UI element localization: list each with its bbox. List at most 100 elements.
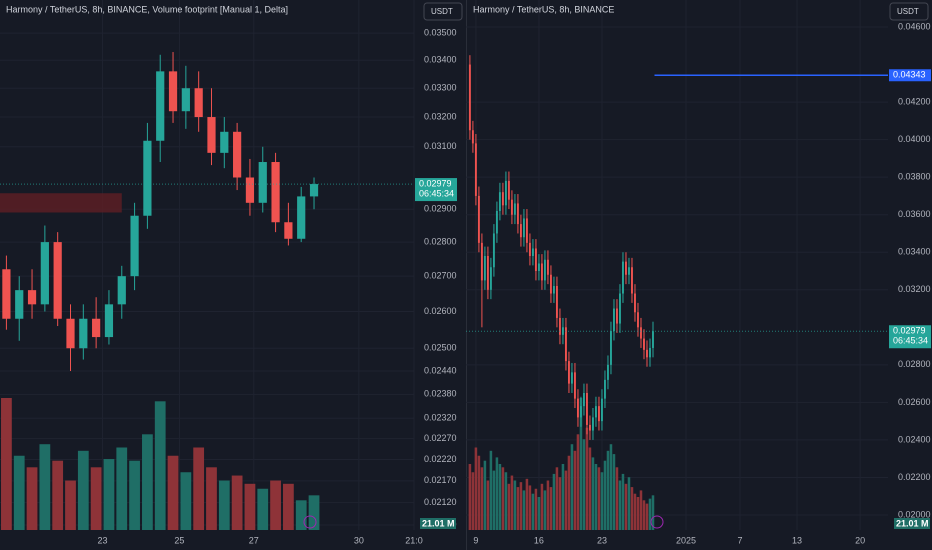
candle-body — [604, 379, 606, 399]
y-tick-label: 0.03800 — [898, 172, 931, 182]
volume-bar — [504, 472, 508, 530]
volume-bar — [600, 472, 604, 530]
candle-body — [489, 267, 492, 290]
candle-body — [297, 196, 306, 239]
volume-bar — [531, 493, 535, 530]
volume-bar — [474, 447, 478, 530]
volume-bar — [549, 487, 553, 530]
volume-bar — [231, 475, 243, 530]
volume-bar — [615, 467, 619, 530]
x-tick-label: 13 — [792, 535, 802, 545]
candle-body — [516, 203, 519, 225]
candle-body — [570, 372, 573, 384]
alert-icon[interactable] — [303, 515, 317, 529]
candle-body — [271, 162, 280, 223]
volume-bar — [588, 447, 592, 530]
volume-bar — [167, 455, 179, 530]
volume-bar — [543, 490, 547, 530]
candle-body — [522, 218, 525, 238]
y-tick-label: 0.02900 — [424, 204, 457, 214]
volume-bar — [65, 480, 76, 530]
candle-body — [27, 290, 37, 305]
y-tick-label: 0.03200 — [898, 284, 931, 294]
x-tick-label: 23 — [98, 535, 108, 545]
currency-button[interactable] — [889, 2, 929, 21]
y-tick-label: 0.02220 — [424, 454, 457, 464]
volume-label: 21.01 M — [422, 518, 455, 528]
volume-bar — [495, 457, 499, 530]
volume-bar — [582, 439, 586, 530]
candle-body — [525, 218, 528, 243]
candle-body — [640, 327, 642, 339]
volume-tag — [894, 518, 930, 529]
volume-bar — [39, 444, 51, 530]
volume-bar — [116, 447, 128, 530]
volume-bar — [13, 455, 25, 530]
candle-body — [573, 372, 576, 399]
candle-body — [591, 417, 594, 431]
volume-bar — [624, 483, 628, 530]
last-price-label: 0.02979 — [419, 178, 452, 188]
volume-bar — [561, 464, 565, 530]
volume-bar — [597, 467, 601, 530]
candle-body — [66, 318, 75, 349]
candle-body — [117, 276, 126, 305]
candle-body — [79, 318, 88, 349]
y-tick-label: 0.02400 — [898, 434, 931, 444]
volume-bar — [129, 460, 140, 530]
candle-body — [598, 406, 600, 422]
volume-bar — [308, 495, 320, 530]
volume-bar — [483, 460, 487, 530]
price-line-tag — [889, 69, 931, 82]
y-tick-label: 0.03500 — [424, 27, 457, 37]
y-tick-label: 0.03400 — [898, 247, 931, 257]
candle-body — [552, 286, 555, 294]
y-tick-label: 0.02600 — [898, 397, 931, 407]
volume-bar — [558, 477, 562, 530]
x-tick-label: 9 — [473, 535, 478, 545]
volume-bar — [636, 497, 640, 530]
candle-body — [477, 195, 480, 243]
candle-body — [181, 88, 190, 112]
volume-bar — [468, 464, 472, 530]
volume-bar — [193, 447, 205, 530]
currency-button[interactable] — [423, 2, 463, 21]
volume-bar — [525, 478, 529, 530]
candle-body — [537, 263, 540, 272]
volume-bar — [486, 480, 490, 530]
y-tick-label: 0.04200 — [898, 96, 931, 106]
chart-title: Harmony / TetherUS, 8h, BINANCE, Volume … — [6, 4, 288, 14]
volume-label: 21.01 M — [896, 518, 929, 528]
volume-bar — [570, 444, 574, 530]
candle-body — [540, 263, 543, 281]
x-tick-label: 2025 — [676, 535, 696, 545]
y-tick-label: 0.02600 — [424, 306, 457, 316]
candle-body — [601, 398, 603, 422]
countdown-label: 06:45:34 — [893, 336, 928, 346]
candle-body — [637, 312, 639, 328]
candle-body — [534, 248, 537, 272]
volume-bar — [579, 398, 583, 530]
volume-bar — [528, 485, 532, 530]
volume-bar — [513, 480, 517, 530]
currency-label[interactable]: USDT — [431, 7, 453, 16]
candle-body — [652, 331, 654, 348]
currency-label[interactable]: USDT — [897, 7, 919, 16]
candle-body — [258, 162, 267, 203]
x-tick-label: 20 — [855, 535, 865, 545]
candle-body — [143, 140, 152, 216]
candle-body — [579, 406, 582, 418]
volume-bar — [492, 470, 496, 530]
candle-body — [625, 261, 627, 275]
candle-body — [492, 233, 495, 268]
y-tick-label: 0.02800 — [898, 359, 931, 369]
volume-bar — [77, 450, 89, 530]
candle-body — [495, 210, 498, 234]
volume-bar — [498, 464, 502, 530]
candle-body — [646, 349, 648, 358]
candle-body — [474, 143, 477, 196]
alert-icon[interactable] — [650, 515, 664, 529]
